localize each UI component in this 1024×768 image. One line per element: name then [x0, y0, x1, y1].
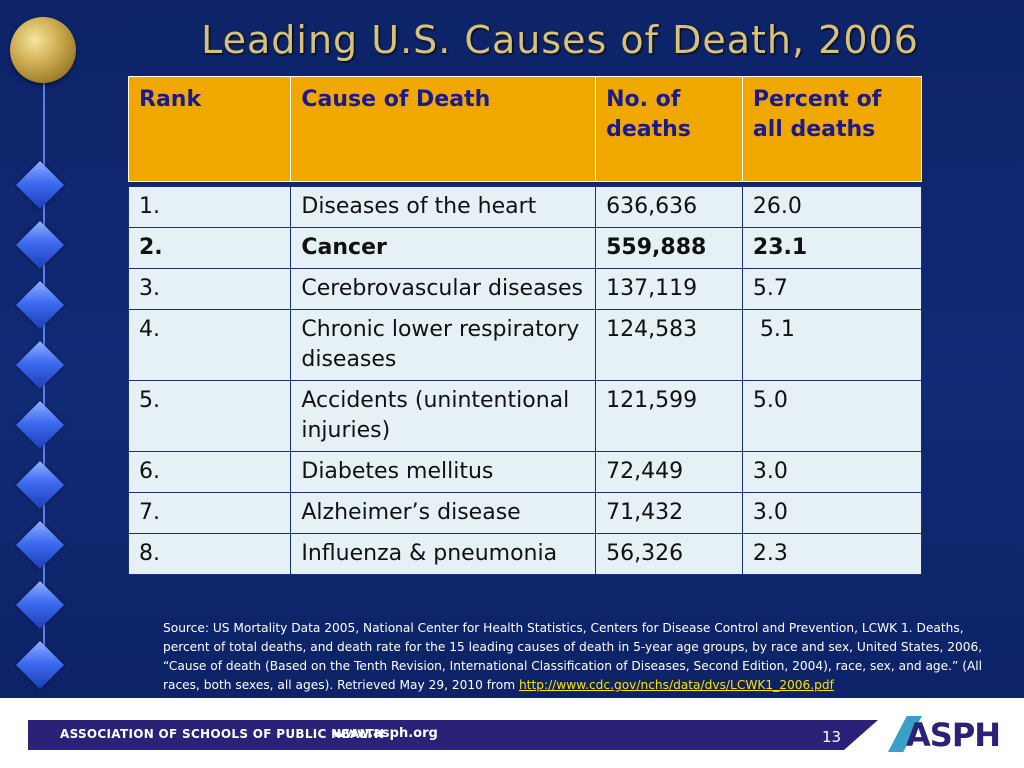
cell-percent: 5.7: [741, 268, 923, 310]
table-row: 8. Influenza & pneumonia 56,326 2.3: [127, 533, 923, 575]
asph-logo: ASPH: [888, 714, 1001, 756]
table-row: 6. Diabetes mellitus 72,449 3.0: [127, 451, 923, 493]
footer: ASSOCIATION OF SCHOOLS OF PUBLIC HEALTH …: [0, 698, 1024, 768]
slide-title: Leading U.S. Causes of Death, 2006: [201, 18, 919, 62]
cell-cause: Alzheimer’s disease: [290, 492, 597, 534]
cell-deaths: 71,432: [595, 492, 743, 534]
cell-percent: 5.1: [741, 309, 923, 381]
cell-rank: 8.: [127, 533, 292, 575]
cell-deaths: 72,449: [595, 451, 743, 493]
header-cause: Cause of Death: [290, 76, 597, 182]
cell-rank: 1.: [127, 186, 292, 228]
source-citation: Source: US Mortality Data 2005, National…: [163, 619, 1013, 695]
source-text: Source: US Mortality Data 2005, National…: [163, 621, 983, 692]
cell-deaths: 137,119: [595, 268, 743, 310]
header-percent: Percent of all deaths: [741, 76, 923, 182]
cell-percent: 3.0: [741, 451, 923, 493]
cell-rank: 4.: [127, 309, 292, 381]
cell-cause: Cancer: [290, 227, 597, 269]
table-row: 3. Cerebrovascular diseases 137,119 5.7: [127, 268, 923, 310]
cell-cause: Chronic lower respiratory diseases: [290, 309, 597, 381]
diamond-icon: [15, 400, 65, 450]
table-header-row: Rank Cause of Death No. of deaths Percen…: [127, 76, 923, 182]
diamond-icon: [15, 460, 65, 510]
footer-website: www.asph.org: [333, 726, 438, 741]
cell-percent: 26.0: [741, 186, 923, 228]
logo-text: ASPH: [906, 716, 1001, 754]
cell-deaths: 636,636: [595, 186, 743, 228]
causes-of-death-table: Rank Cause of Death No. of deaths Percen…: [127, 76, 923, 575]
header-rank: Rank: [127, 76, 292, 182]
cell-deaths: 559,888: [595, 227, 743, 269]
cell-cause: Influenza & pneumonia: [290, 533, 597, 575]
cell-rank: 3.: [127, 268, 292, 310]
table-row: 1. Diseases of the heart 636,636 26.0: [127, 186, 923, 228]
diamond-icon: [15, 280, 65, 330]
cell-percent: 23.1: [741, 227, 923, 269]
cell-rank: 5.: [127, 380, 292, 452]
cell-cause: Accidents (unintentional injuries): [290, 380, 597, 452]
table-row: 7. Alzheimer’s disease 71,432 3.0: [127, 492, 923, 534]
header-deaths: No. of deaths: [595, 76, 743, 182]
diamond-icon: [15, 580, 65, 630]
cell-cause: Cerebrovascular diseases: [290, 268, 597, 310]
cell-cause: Diabetes mellitus: [290, 451, 597, 493]
diamond-icon: [15, 220, 65, 270]
table-row: 4. Chronic lower respiratory diseases 12…: [127, 309, 923, 381]
page-number: 13: [822, 728, 842, 746]
diamond-icon: [15, 520, 65, 570]
cell-cause: Diseases of the heart: [290, 186, 597, 228]
cell-deaths: 121,599: [595, 380, 743, 452]
diamond-icon: [15, 160, 65, 210]
gold-knob-icon: [10, 17, 76, 83]
cell-deaths: 124,583: [595, 309, 743, 381]
source-link[interactable]: http://www.cdc.gov/nchs/data/dvs/LCWK1_2…: [518, 678, 834, 692]
table-row: 5. Accidents (unintentional injuries) 12…: [127, 380, 923, 452]
cell-deaths: 56,326: [595, 533, 743, 575]
cell-percent: 2.3: [741, 533, 923, 575]
cell-percent: 5.0: [741, 380, 923, 452]
footer-bar: [28, 720, 878, 750]
cell-rank: 2.: [127, 227, 292, 269]
cell-rank: 6.: [127, 451, 292, 493]
cell-rank: 7.: [127, 492, 292, 534]
table-row: 2. Cancer 559,888 23.1: [127, 227, 923, 269]
diamond-icon: [15, 340, 65, 390]
cell-percent: 3.0: [741, 492, 923, 534]
footer-organization: ASSOCIATION OF SCHOOLS OF PUBLIC HEALTH: [60, 727, 385, 741]
diamond-icon: [15, 640, 65, 690]
